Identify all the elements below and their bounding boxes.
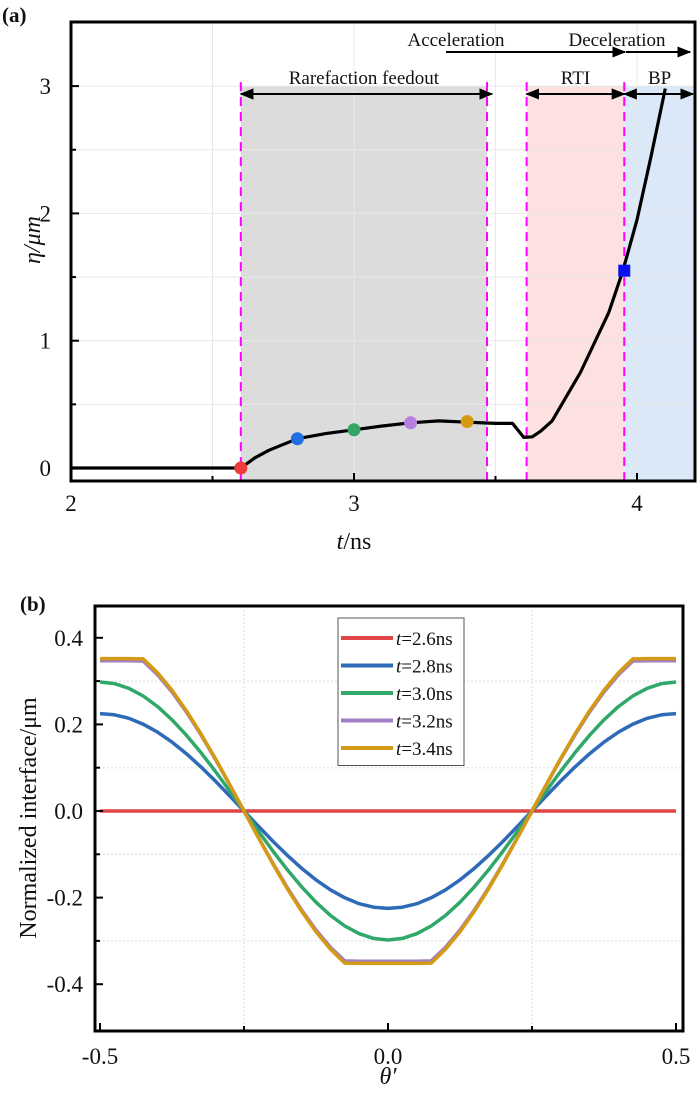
legend-label: t=3.2ns [396, 712, 453, 733]
data-point-marker [460, 415, 474, 429]
series-line-t-2-8ns [99, 711, 677, 911]
x-tick-label: -0.5 [82, 1044, 118, 1069]
y-tick-label: 0.4 [54, 626, 83, 651]
y-tick-label: 0 [40, 456, 52, 481]
x-axis-label: θ′ [379, 1064, 397, 1090]
chart-a: 2 3 4 0 1 2 3 t/ns η/μm Rarefaction feedout RTI BP… [2, 3, 697, 555]
acceleration-label: Acceleration [407, 30, 505, 51]
series-line-t-3-0ns [99, 680, 677, 942]
legend-label: t=3.4ns [396, 739, 453, 760]
y-tick-label: 0.0 [54, 799, 83, 824]
y-tick-label: -0.4 [47, 972, 84, 997]
plot-frame [69, 20, 697, 483]
legend-box [337, 617, 465, 766]
legend-label: t=3.0ns [396, 684, 453, 705]
region-bp [624, 86, 694, 481]
region-rti [526, 86, 625, 481]
legend-label: t=2.8ns [396, 657, 453, 678]
x-tick-label: 0.5 [662, 1044, 691, 1069]
data-point-marker [234, 461, 248, 475]
rti-label: RTI [561, 68, 590, 89]
x-axis-label: t/ns [337, 529, 372, 555]
x-tick-label: 2 [65, 491, 77, 516]
y-tick-label: 3 [40, 74, 52, 99]
legend-label: t=2.6ns [396, 629, 453, 650]
plot-frame [93, 604, 685, 1033]
data-point-marker [404, 416, 418, 430]
series-line-t-3-4ns [100, 656, 676, 966]
x-tick-label: 0.0 [374, 1044, 403, 1069]
panel-label-b: (b) [20, 592, 46, 616]
bp-label: BP [648, 68, 671, 89]
deceleration-label: Deceleration [568, 30, 666, 51]
y-tick-label: 1 [40, 329, 52, 354]
data-point-marker [290, 432, 304, 446]
y-tick-label: 0.2 [54, 712, 83, 737]
series-line-amplitude [71, 88, 667, 470]
x-tick-label: 4 [631, 491, 643, 516]
panel-label-a: (a) [2, 3, 27, 27]
region-rarefaction-feedout [240, 86, 488, 481]
data-point-marker [347, 423, 361, 437]
y-axis-label: η/μm [20, 216, 46, 264]
rarefaction-label: Rarefaction feedout [289, 68, 440, 89]
y-tick-label: 2 [40, 201, 52, 226]
y-axis-label: Normalized interface/μm [16, 697, 42, 939]
y-tick-label: -0.2 [47, 886, 83, 911]
data-point-square-marker [618, 264, 631, 277]
x-tick-label: 3 [348, 491, 360, 516]
series-line-t-3-2ns [100, 658, 676, 964]
